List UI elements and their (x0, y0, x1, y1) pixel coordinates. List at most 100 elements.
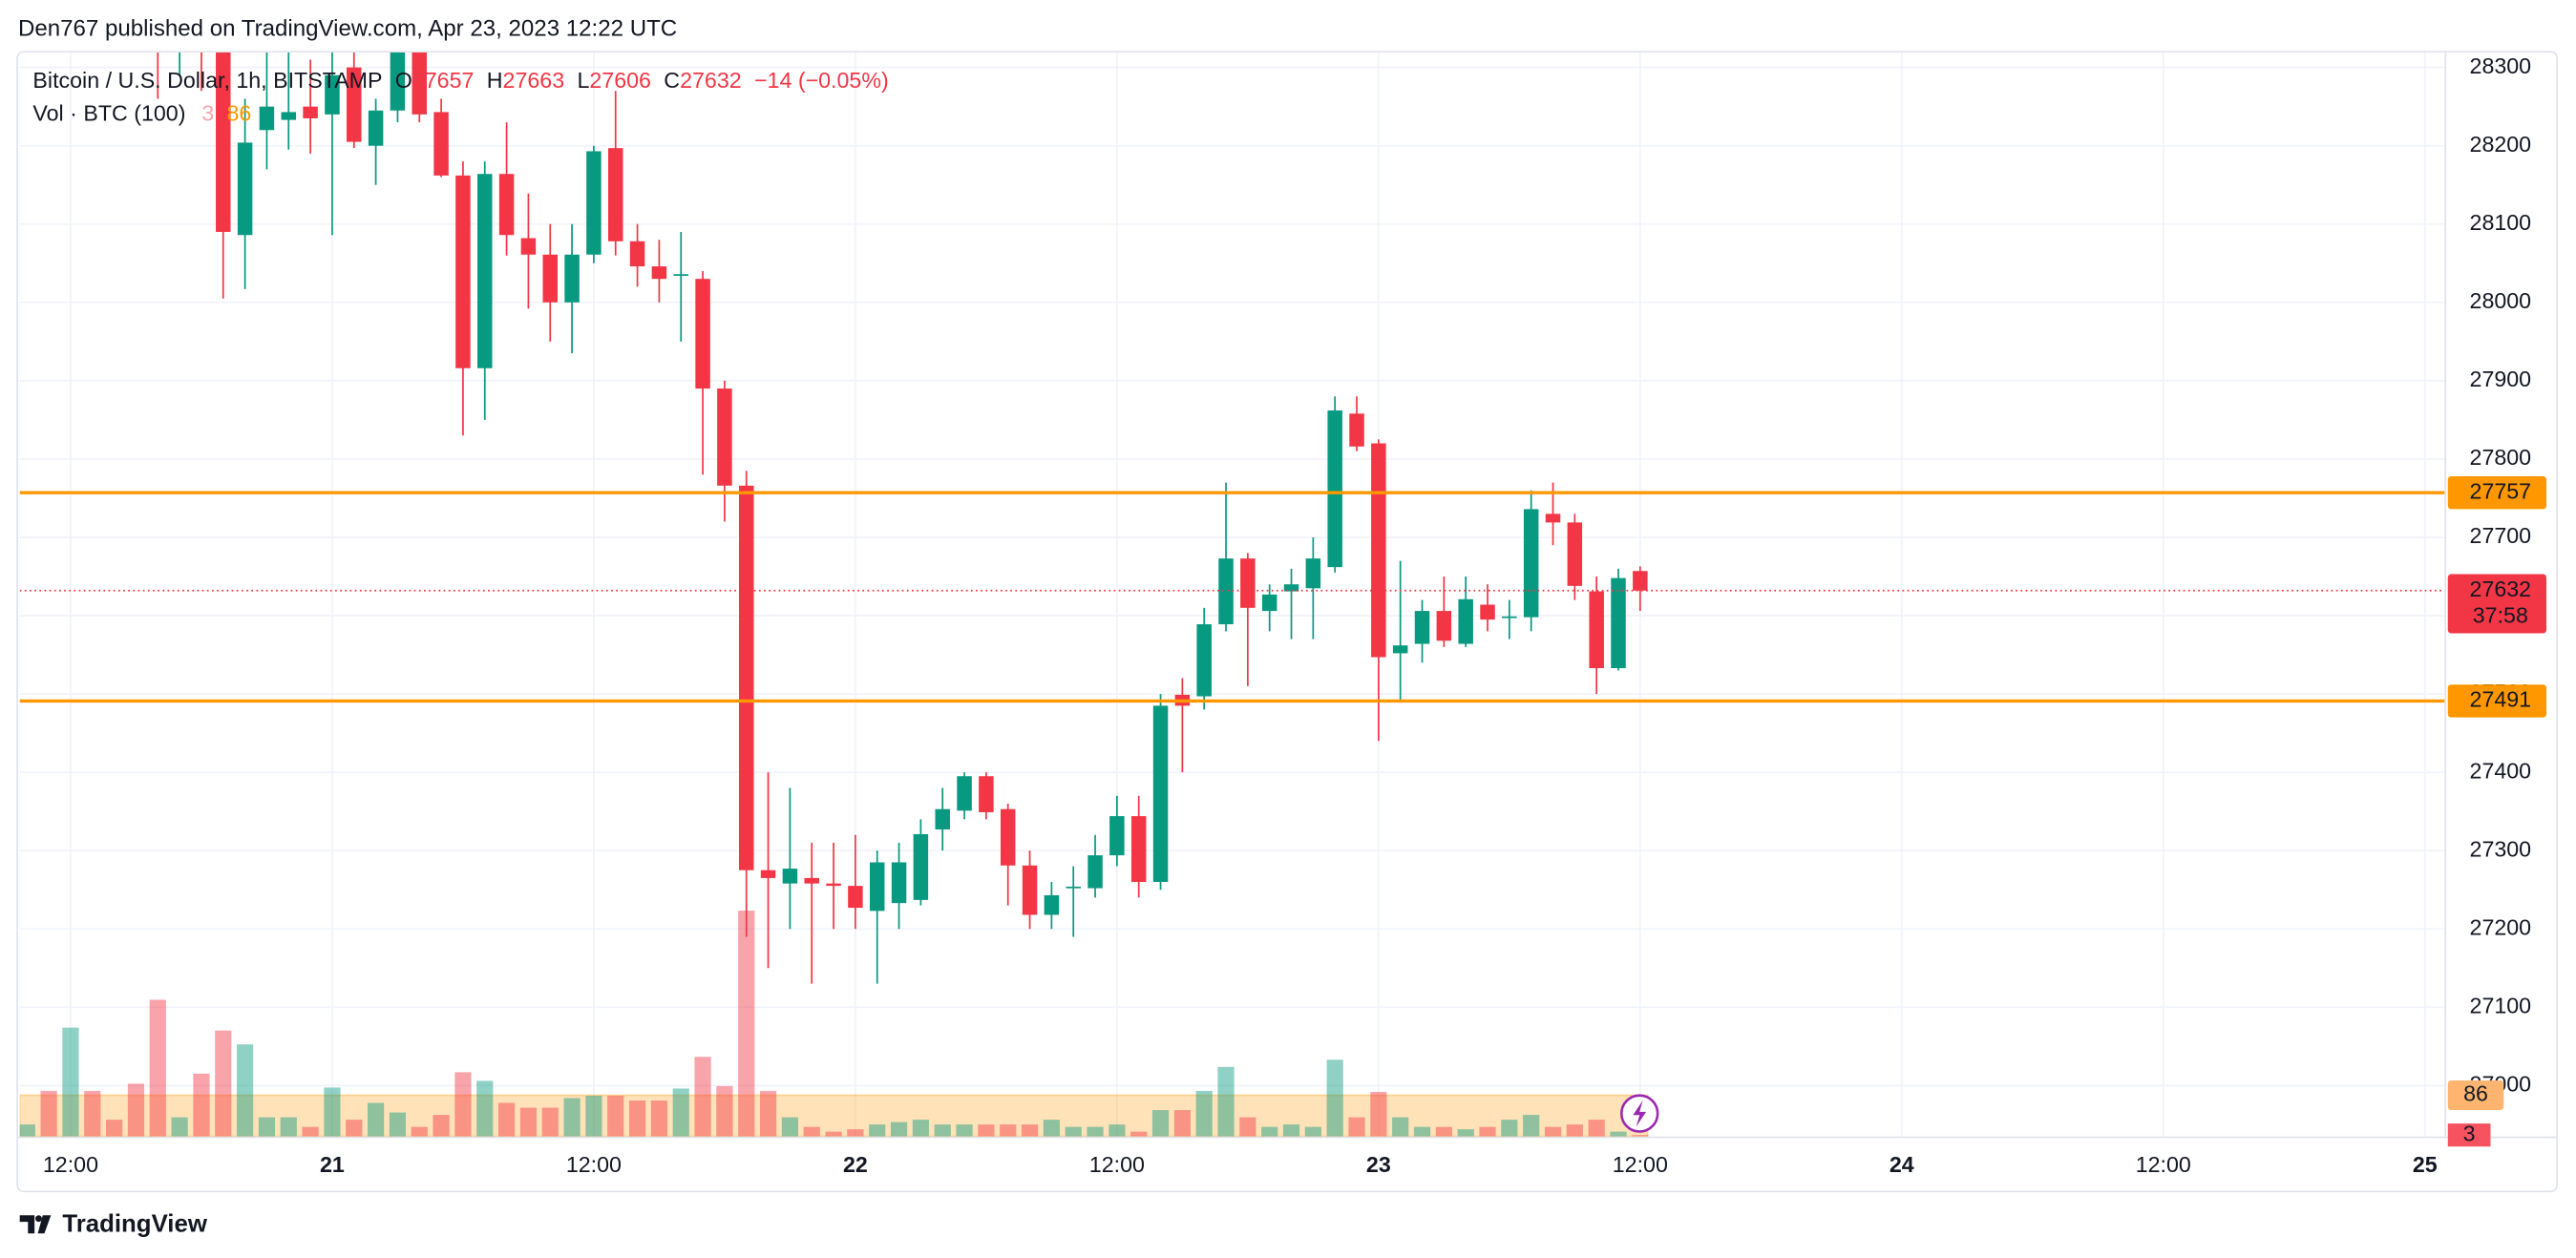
volume-bar (1109, 1124, 1126, 1137)
volume-bar (84, 1090, 101, 1137)
candle-body (520, 238, 537, 255)
brand-name: TradingView (62, 1210, 207, 1237)
volume-legend: Vol · BTC (100) 3 86 (32, 101, 251, 126)
volume-bar (19, 1124, 35, 1137)
x-tick-label: 12:00 (1613, 1152, 1668, 1177)
x-tick-label: 24 (1890, 1152, 1914, 1177)
volume-bar (1065, 1126, 1082, 1137)
y-tick-label: 28300 (2470, 53, 2532, 78)
volume-bar (1457, 1129, 1474, 1137)
candle-body (782, 869, 798, 884)
volume-bar (934, 1124, 951, 1137)
volume-bar (650, 1100, 668, 1137)
volume-bar (1130, 1131, 1148, 1137)
volume-bar (1566, 1124, 1583, 1137)
candle-body (629, 241, 645, 267)
candle-body (477, 174, 493, 368)
candle-body (542, 254, 558, 303)
y-tick-label: 27100 (2470, 993, 2532, 1017)
plot (19, 52, 2445, 1137)
volume-bar (781, 1117, 798, 1137)
volume-bar (1392, 1117, 1409, 1137)
volume-bar (454, 1072, 472, 1137)
candle-body (216, 52, 231, 232)
candle-body (1502, 616, 1517, 619)
candle-body (1218, 558, 1234, 625)
volume-bar (759, 1090, 777, 1137)
volume-ma-value: 86 (226, 101, 251, 126)
volume-bar (738, 911, 755, 1137)
level-label-bg (2447, 475, 2546, 510)
candle-body (368, 110, 384, 146)
volume-label-bg (2447, 1123, 2491, 1147)
candle-body (804, 877, 819, 884)
candle-body (673, 274, 688, 276)
candle-body (1044, 894, 1060, 915)
volume-bar (978, 1124, 995, 1137)
candle-body (717, 388, 732, 486)
candle-body (1392, 645, 1408, 654)
volume-bar (476, 1080, 494, 1137)
candle-body (935, 808, 950, 830)
level-label: 27491 (2470, 687, 2532, 712)
y-tick-label: 28200 (2470, 132, 2532, 157)
candle-body (695, 279, 710, 389)
volume-bar (302, 1126, 319, 1137)
candle-body (281, 112, 297, 120)
volume-bar (149, 999, 166, 1137)
y-tick-label: 28100 (2470, 210, 2532, 235)
candle-body (1436, 611, 1452, 641)
volume-bar (1304, 1126, 1321, 1137)
candle-body (1087, 855, 1103, 889)
volume-bar (628, 1100, 646, 1137)
y-tick-label: 28000 (2470, 288, 2532, 313)
x-tick-label: 23 (1366, 1152, 1391, 1177)
volume-bar (215, 1030, 232, 1137)
volume-bar (825, 1131, 842, 1137)
volume-value: 3 (201, 101, 214, 126)
ohlc-value: 27663 (503, 68, 565, 93)
candle-body (891, 862, 907, 904)
volume-bar (1523, 1115, 1540, 1137)
candle-body (1261, 594, 1277, 612)
x-tick-label: 12:00 (2136, 1152, 2191, 1177)
candle-body (979, 776, 994, 812)
candle-body (259, 106, 275, 131)
last-price-label: 27632 (2470, 577, 2532, 601)
x-tick-label: 22 (843, 1152, 868, 1177)
x-tick-label: 12:00 (566, 1152, 622, 1177)
candle-body (412, 52, 428, 115)
volume-bar (563, 1098, 581, 1137)
y-tick-label: 27400 (2470, 758, 2532, 783)
volume-bar (585, 1095, 602, 1137)
volume-bar (1151, 1110, 1170, 1137)
volume-bar (1043, 1120, 1060, 1137)
volume-bar (127, 1083, 145, 1137)
volume-bar (672, 1088, 689, 1137)
last-price-label-bg (2447, 574, 2546, 634)
candle-body (1000, 808, 1016, 866)
candle-body (1480, 604, 1495, 620)
ohlc-value: 27657 (412, 68, 475, 93)
volume-bar (389, 1112, 407, 1137)
volume-bar (541, 1107, 559, 1137)
ohlc-letter: C (664, 68, 680, 93)
axes: 2700027100272002730027400275002760027700… (43, 53, 2546, 1177)
symbol-title: Bitcoin / U.S. Dollar, 1h, BITSTAMP (32, 68, 382, 93)
volume-bar (40, 1090, 57, 1137)
candle-body (869, 862, 885, 912)
candle-body (1523, 509, 1539, 618)
candle-body (347, 67, 362, 142)
candle-body (1283, 584, 1299, 592)
replay-button-icon[interactable] (1633, 1100, 1647, 1127)
volume-bar (1632, 1135, 1649, 1137)
volume-bar (1087, 1126, 1104, 1137)
volume-bar (1479, 1126, 1496, 1137)
replay-button[interactable] (1619, 1094, 1659, 1133)
brand-logo: TradingView (19, 1210, 208, 1237)
volume-bar (497, 1102, 516, 1137)
volume-bar (171, 1117, 188, 1137)
candle-body (1567, 522, 1583, 586)
candle-body (607, 148, 623, 241)
